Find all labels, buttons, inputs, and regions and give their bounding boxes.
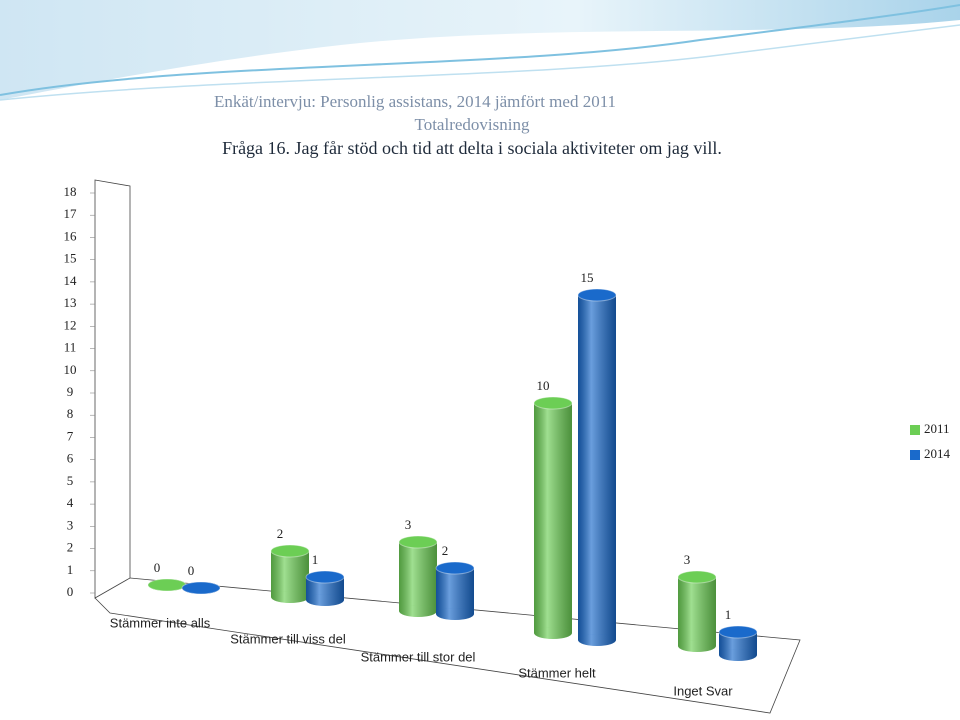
data-label: 0	[154, 560, 161, 575]
bar-bottom-shade	[399, 605, 437, 617]
y-tick-label: 7	[67, 428, 74, 443]
bar-top	[533, 396, 573, 410]
bar-top	[270, 544, 310, 558]
chart-subtitle: Totalredovisning	[415, 115, 530, 134]
data-label: 3	[405, 517, 412, 532]
legend-swatch	[910, 450, 920, 460]
data-label: 2	[277, 526, 284, 541]
y-tick-label: 12	[64, 317, 77, 332]
y-tick-label: 9	[67, 384, 74, 399]
background-swoosh	[0, 0, 960, 101]
x-tick-label: Inget Svar	[673, 683, 733, 698]
bar-bottom-shade	[271, 591, 309, 603]
y-tick-label: 8	[67, 406, 74, 421]
bar-shade	[436, 568, 474, 614]
legend-label: 2014	[924, 446, 951, 461]
chart-frame	[94, 179, 801, 714]
bar-bottom-shade	[578, 634, 616, 646]
bar-bottom-shade	[719, 649, 757, 661]
x-tick-label: Stämmer inte alls	[110, 615, 211, 630]
data-label: 3	[684, 552, 691, 567]
x-tick-label: Stämmer till stor del	[361, 649, 476, 664]
bar-shade	[678, 577, 716, 646]
y-tick-label: 0	[67, 584, 74, 599]
legend-label: 2011	[924, 421, 950, 436]
y-tick-label: 11	[64, 340, 77, 355]
y-tick-label: 3	[67, 517, 74, 532]
y-tick-label: 18	[64, 184, 77, 199]
bar-shade	[399, 542, 437, 611]
y-tick-label: 14	[64, 273, 78, 288]
bar-top	[435, 561, 475, 575]
bar-top	[398, 535, 438, 549]
legend-swatch	[910, 425, 920, 435]
data-label: 10	[537, 378, 550, 393]
y-tick-label: 5	[67, 473, 74, 488]
data-label: 0	[188, 563, 195, 578]
bar-bottom-shade	[678, 640, 716, 652]
y-tick-label: 2	[67, 540, 74, 555]
bar-shade	[534, 403, 572, 633]
bar-shade	[578, 295, 616, 640]
bar-top	[718, 625, 758, 639]
y-tick-label: 1	[67, 562, 74, 577]
y-tick-label: 4	[67, 495, 74, 510]
bar-top	[677, 570, 717, 584]
chart-title: Enkät/intervju: Personlig assistans, 201…	[214, 92, 616, 111]
y-tick-label: 16	[64, 228, 78, 243]
y-tick-label: 17	[64, 206, 78, 221]
y-tick-label: 10	[64, 362, 77, 377]
y-tick-label: 6	[67, 451, 74, 466]
bar-top	[181, 581, 221, 595]
data-label: 1	[312, 552, 319, 567]
bar-bottom-shade	[436, 608, 474, 620]
bar-shade	[719, 632, 757, 655]
bar-shade	[306, 577, 344, 600]
y-tick-label: 13	[64, 295, 77, 310]
bar-top	[147, 578, 187, 592]
chart-question: Fråga 16. Jag får stöd och tid att delta…	[222, 138, 722, 158]
y-tick-label: 15	[64, 251, 77, 266]
bar-top	[305, 570, 345, 584]
data-label: 1	[725, 607, 732, 622]
data-label: 2	[442, 543, 449, 558]
bar-shade	[271, 551, 309, 597]
x-tick-label: Stämmer helt	[518, 665, 596, 680]
bar-bottom-shade	[306, 594, 344, 606]
bar-bottom-shade	[534, 627, 572, 639]
data-label: 15	[581, 270, 594, 285]
bar-top	[577, 288, 617, 302]
x-tick-label: Stämmer till viss del	[230, 631, 346, 646]
